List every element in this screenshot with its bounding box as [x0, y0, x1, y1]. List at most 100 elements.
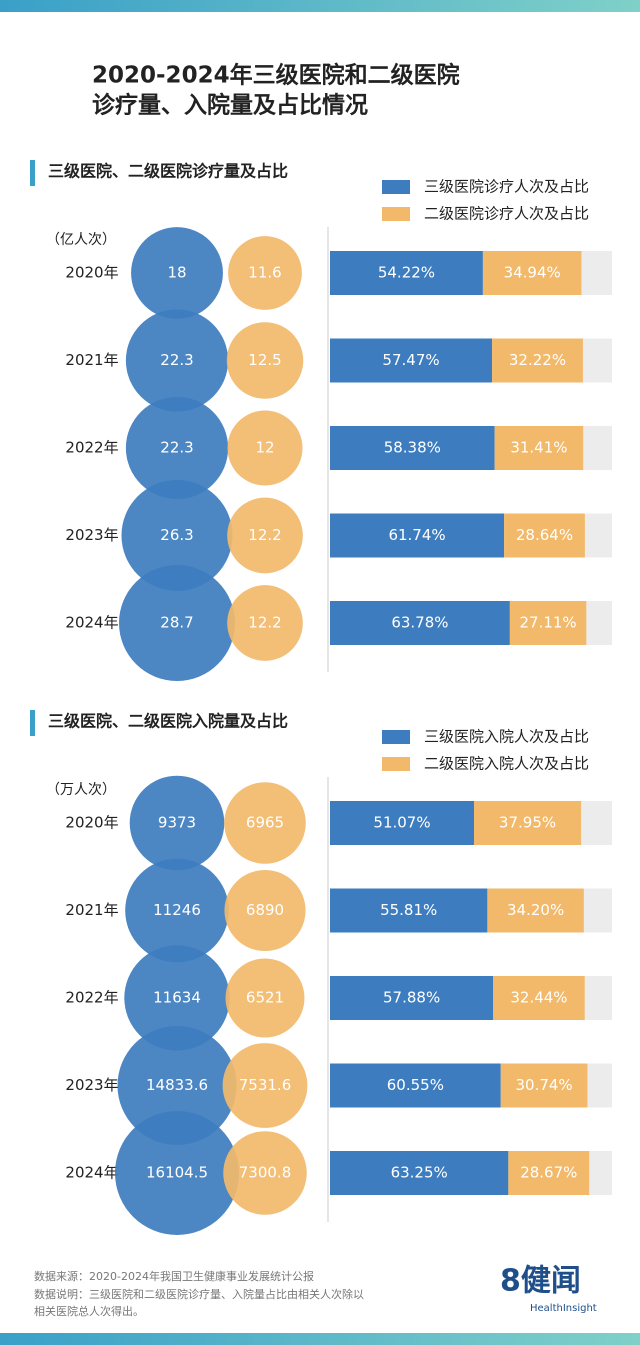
year-label: 2023年: [65, 526, 118, 544]
bar-label: 32.22%: [509, 351, 566, 369]
legend-swatch: [382, 180, 410, 194]
bar-segment: [330, 251, 483, 295]
year-label: 2024年: [65, 614, 118, 632]
bar-label: 51.07%: [373, 814, 430, 832]
year-label: 2022年: [65, 989, 118, 1007]
bubble-label: 26.3: [160, 526, 193, 544]
section-marker: [30, 710, 35, 736]
bubble: [125, 396, 229, 500]
source: 数据来源：2020-2024年我国卫生健康事业发展统计公报: [34, 1269, 314, 1283]
year-label: 2020年: [65, 264, 118, 282]
logo-sub: HealthInsight: [530, 1303, 597, 1314]
bubble: [115, 1111, 239, 1235]
bar-segment: [330, 426, 495, 470]
note: 数据说明：三级医院和二级医院诊疗量、入院量占比由相关人次除以: [34, 1287, 364, 1301]
year-label: 2024年: [65, 1164, 118, 1182]
bar-segment: [474, 801, 582, 845]
bubble-label: 11246: [153, 901, 201, 919]
bubble-label: 11634: [153, 989, 201, 1007]
bubble: [131, 227, 223, 319]
bar-segment: [494, 426, 584, 470]
bubble: [124, 945, 230, 1051]
legend-label: 二级医院诊疗人次及占比: [424, 205, 589, 223]
bar-label: 58.38%: [384, 439, 441, 457]
legend-label: 三级医院入院人次及占比: [424, 728, 589, 746]
bar-segment: [330, 801, 475, 845]
bar-label: 57.88%: [383, 989, 440, 1007]
bubble: [225, 958, 305, 1038]
year-label: 2022年: [65, 439, 118, 457]
bar-label: 28.64%: [516, 526, 573, 544]
bubble: [227, 497, 303, 574]
bubble-label: 12.5: [248, 351, 281, 369]
bar-label: 34.94%: [504, 264, 561, 282]
bubble-label: 9373: [158, 814, 196, 832]
legend-label: 三级医院诊疗人次及占比: [424, 178, 589, 196]
bar-label: 31.41%: [510, 439, 567, 457]
logo: 8健闻: [500, 1264, 581, 1299]
bubble: [125, 858, 229, 963]
year-label: 2021年: [65, 351, 118, 369]
year-label: 2023年: [65, 1076, 118, 1094]
bubble-label: 12: [255, 439, 274, 457]
section-title: 三级医院、二级医院诊疗量及占比: [48, 162, 288, 181]
legend-swatch: [382, 757, 410, 771]
bubble: [119, 565, 235, 681]
bar-label: 32.44%: [510, 989, 567, 1007]
bubble-label: 12.2: [248, 614, 281, 632]
title-line: 2020-2024年三级医院和二级医院: [92, 62, 460, 89]
bubble-label: 22.3: [160, 351, 193, 369]
bubble: [125, 309, 229, 412]
bar-label: 60.55%: [387, 1076, 444, 1094]
bar-segment: [504, 513, 585, 558]
bubble: [227, 585, 303, 661]
bar-label: 61.74%: [388, 526, 445, 544]
bubble-label: 11.6: [248, 264, 281, 282]
bubble: [117, 1025, 237, 1146]
bar-segment: [330, 976, 494, 1020]
unit-label: （亿人次）: [46, 232, 116, 248]
bar-segment: [330, 338, 493, 383]
bubble: [223, 1131, 307, 1215]
unit-label: （万人次）: [46, 782, 116, 798]
bubble-label: 7300.8: [239, 1164, 292, 1182]
year-label: 2020年: [65, 814, 118, 832]
bar-segment: [500, 1063, 588, 1108]
bar-segment: [330, 601, 510, 645]
legend-swatch: [382, 207, 410, 221]
bar-label: 63.25%: [391, 1164, 448, 1182]
bar-segment: [330, 513, 505, 558]
year-label: 2021年: [65, 901, 118, 919]
title-line: 诊疗量、入院量及占比情况: [92, 92, 368, 119]
bubble: [226, 322, 304, 399]
bubble-label: 7531.6: [239, 1076, 292, 1094]
note: 相关医院总人次得出。: [34, 1304, 144, 1318]
bar-label: 63.78%: [391, 614, 448, 632]
bar-label: 54.22%: [378, 264, 435, 282]
bar-label: 27.11%: [519, 614, 576, 632]
bubble-label: 28.7: [160, 614, 193, 632]
bubble: [121, 479, 233, 592]
bar-segment: [493, 976, 585, 1020]
bubble-label: 16104.5: [146, 1164, 208, 1182]
bar-segment: [330, 1063, 501, 1108]
bar-label: 30.74%: [515, 1076, 572, 1094]
bubble: [129, 775, 225, 871]
bar-segment: [509, 601, 587, 645]
legend-label: 二级医院入院人次及占比: [424, 755, 589, 773]
top-band: [0, 0, 640, 12]
bubble-label: 18: [167, 264, 186, 282]
legend-swatch: [382, 730, 410, 744]
bar-label: 55.81%: [380, 901, 437, 919]
bubble: [224, 782, 306, 864]
bar-label: 28.67%: [520, 1164, 577, 1182]
bar-segment: [330, 1151, 509, 1195]
bar-label: 34.20%: [507, 901, 564, 919]
bar-segment: [487, 888, 584, 933]
bubble-label: 22.3: [160, 439, 193, 457]
bar-segment: [330, 888, 488, 933]
bar-label: 37.95%: [499, 814, 556, 832]
section-marker: [30, 160, 35, 186]
